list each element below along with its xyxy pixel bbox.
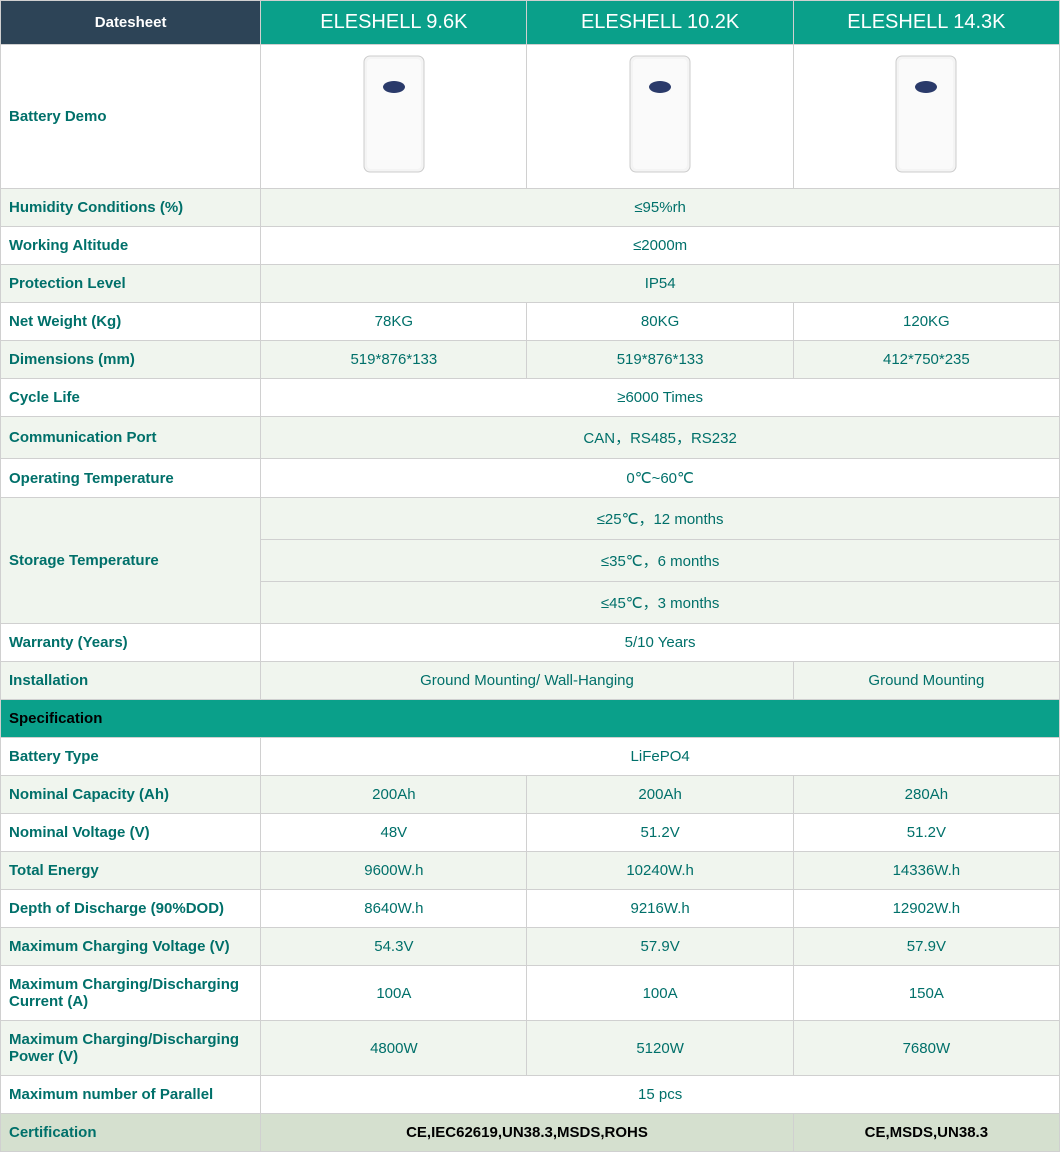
val-dod-2: 9216W.h	[527, 890, 793, 928]
val-parallel: 15 pcs	[261, 1076, 1060, 1114]
val-cap-1: 200Ah	[261, 776, 527, 814]
section-specification: Specification	[1, 700, 1060, 738]
header-datesheet: Datesheet	[1, 1, 261, 45]
row-voltage: Nominal Voltage (V) 48V 51.2V 51.2V	[1, 814, 1060, 852]
header-model-3: ELESHELL 14.3K	[793, 1, 1059, 45]
label-optemp: Operating Temperature	[1, 459, 261, 498]
val-warranty: 5/10 Years	[261, 624, 1060, 662]
val-dim-1: 519*876*133	[261, 341, 527, 379]
val-cert-2: CE,MSDS,UN38.3	[793, 1114, 1059, 1152]
val-comm: CAN，RS485，RS232	[261, 417, 1060, 459]
val-energy-1: 9600W.h	[261, 852, 527, 890]
label-parallel: Maximum number of Parallel	[1, 1076, 261, 1114]
val-humidity: ≤95%rh	[261, 189, 1060, 227]
val-storage-2: ≤35℃，6 months	[261, 540, 1060, 582]
row-maxpower: Maximum Charging/Discharging Power (V) 4…	[1, 1021, 1060, 1076]
row-humidity: Humidity Conditions (%) ≤95%rh	[1, 189, 1060, 227]
row-altitude: Working Altitude ≤2000m	[1, 227, 1060, 265]
val-dim-2: 519*876*133	[527, 341, 793, 379]
val-cert-1: CE,IEC62619,UN38.3,MSDS,ROHS	[261, 1114, 794, 1152]
label-altitude: Working Altitude	[1, 227, 261, 265]
row-dod: Depth of Discharge (90%DOD) 8640W.h 9216…	[1, 890, 1060, 928]
val-protection: IP54	[261, 265, 1060, 303]
val-dod-3: 12902W.h	[793, 890, 1059, 928]
val-install-1: Ground Mounting/ Wall-Hanging	[261, 662, 794, 700]
val-weight-1: 78KG	[261, 303, 527, 341]
val-maxv-3: 57.9V	[793, 928, 1059, 966]
row-protection: Protection Level IP54	[1, 265, 1060, 303]
label-install: Installation	[1, 662, 261, 700]
header-model-2: ELESHELL 10.2K	[527, 1, 793, 45]
label-warranty: Warranty (Years)	[1, 624, 261, 662]
demo-img-1	[261, 45, 527, 189]
row-weight: Net Weight (Kg) 78KG 80KG 120KG	[1, 303, 1060, 341]
val-dim-3: 412*750*235	[793, 341, 1059, 379]
row-warranty: Warranty (Years) 5/10 Years	[1, 624, 1060, 662]
label-maxcurrent: Maximum Charging/Discharging Current (A)	[1, 966, 261, 1021]
val-maxp-1: 4800W	[261, 1021, 527, 1076]
row-dimensions: Dimensions (mm) 519*876*133 519*876*133 …	[1, 341, 1060, 379]
label-dod: Depth of Discharge (90%DOD)	[1, 890, 261, 928]
val-maxc-2: 100A	[527, 966, 793, 1021]
val-altitude: ≤2000m	[261, 227, 1060, 265]
row-maxcurrent: Maximum Charging/Discharging Current (A)…	[1, 966, 1060, 1021]
row-spec-header: Specification	[1, 700, 1060, 738]
val-volt-1: 48V	[261, 814, 527, 852]
row-storage-1: Storage Temperature ≤25℃，12 months	[1, 498, 1060, 540]
label-maxpower: Maximum Charging/Discharging Power (V)	[1, 1021, 261, 1076]
row-btype: Battery Type LiFePO4	[1, 738, 1060, 776]
row-battery-demo: Battery Demo	[1, 45, 1060, 189]
val-maxc-1: 100A	[261, 966, 527, 1021]
label-cycle: Cycle Life	[1, 379, 261, 417]
val-maxc-3: 150A	[793, 966, 1059, 1021]
val-cap-3: 280Ah	[793, 776, 1059, 814]
val-storage-1: ≤25℃，12 months	[261, 498, 1060, 540]
val-storage-3: ≤45℃，3 months	[261, 582, 1060, 624]
val-maxp-3: 7680W	[793, 1021, 1059, 1076]
val-maxp-2: 5120W	[527, 1021, 793, 1076]
val-btype: LiFePO4	[261, 738, 1060, 776]
val-optemp: 0℃~60℃	[261, 459, 1060, 498]
label-voltage: Nominal Voltage (V)	[1, 814, 261, 852]
label-btype: Battery Type	[1, 738, 261, 776]
val-volt-2: 51.2V	[527, 814, 793, 852]
demo-img-2	[527, 45, 793, 189]
row-comm: Communication Port CAN，RS485，RS232	[1, 417, 1060, 459]
val-cap-2: 200Ah	[527, 776, 793, 814]
val-dod-1: 8640W.h	[261, 890, 527, 928]
demo-img-3	[793, 45, 1059, 189]
val-weight-3: 120KG	[793, 303, 1059, 341]
label-maxv: Maximum Charging Voltage (V)	[1, 928, 261, 966]
label-capacity: Nominal Capacity (Ah)	[1, 776, 261, 814]
row-cycle: Cycle Life ≥6000 Times	[1, 379, 1060, 417]
label-dimensions: Dimensions (mm)	[1, 341, 261, 379]
datasheet-table: Datesheet ELESHELL 9.6K ELESHELL 10.2K E…	[0, 0, 1060, 1152]
val-maxv-1: 54.3V	[261, 928, 527, 966]
val-install-2: Ground Mounting	[793, 662, 1059, 700]
val-weight-2: 80KG	[527, 303, 793, 341]
label-battery-demo: Battery Demo	[1, 45, 261, 189]
row-optemp: Operating Temperature 0℃~60℃	[1, 459, 1060, 498]
label-energy: Total Energy	[1, 852, 261, 890]
row-energy: Total Energy 9600W.h 10240W.h 14336W.h	[1, 852, 1060, 890]
row-capacity: Nominal Capacity (Ah) 200Ah 200Ah 280Ah	[1, 776, 1060, 814]
val-energy-2: 10240W.h	[527, 852, 793, 890]
val-maxv-2: 57.9V	[527, 928, 793, 966]
header-row: Datesheet ELESHELL 9.6K ELESHELL 10.2K E…	[1, 1, 1060, 45]
row-install: Installation Ground Mounting/ Wall-Hangi…	[1, 662, 1060, 700]
label-weight: Net Weight (Kg)	[1, 303, 261, 341]
val-volt-3: 51.2V	[793, 814, 1059, 852]
val-cycle: ≥6000 Times	[261, 379, 1060, 417]
label-cert: Certification	[1, 1114, 261, 1152]
label-protection: Protection Level	[1, 265, 261, 303]
row-maxv: Maximum Charging Voltage (V) 54.3V 57.9V…	[1, 928, 1060, 966]
label-storage: Storage Temperature	[1, 498, 261, 624]
row-cert: Certification CE,IEC62619,UN38.3,MSDS,RO…	[1, 1114, 1060, 1152]
header-model-1: ELESHELL 9.6K	[261, 1, 527, 45]
label-humidity: Humidity Conditions (%)	[1, 189, 261, 227]
val-energy-3: 14336W.h	[793, 852, 1059, 890]
label-comm: Communication Port	[1, 417, 261, 459]
row-parallel: Maximum number of Parallel 15 pcs	[1, 1076, 1060, 1114]
